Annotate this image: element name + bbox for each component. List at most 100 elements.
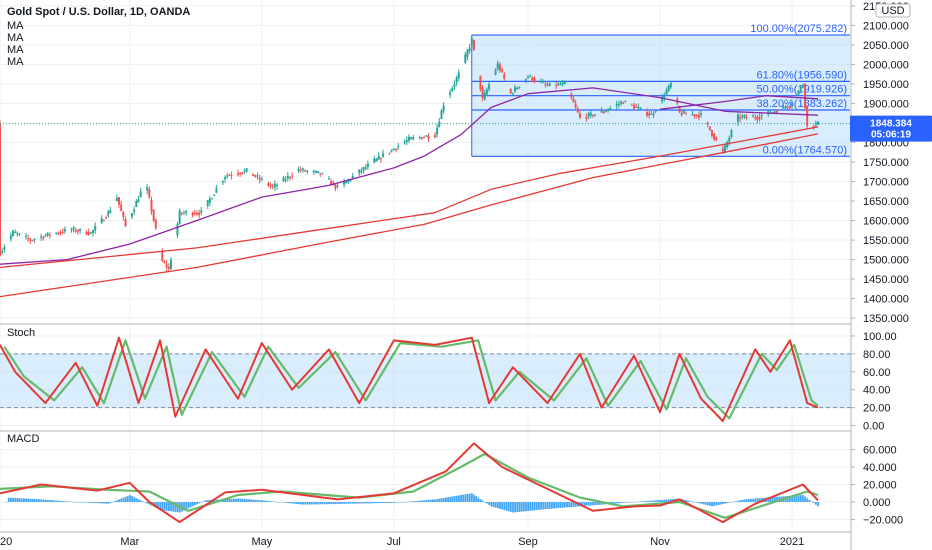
macd-histogram-bar: [144, 502, 146, 503]
candle-body: [468, 47, 471, 52]
candle-body: [684, 113, 687, 115]
macd-histogram-bar: [289, 502, 291, 504]
macd-pane-label[interactable]: MACD: [7, 433, 39, 445]
macd-histogram-bar: [61, 501, 64, 502]
macd-histogram-bar: [507, 502, 510, 512]
macd-histogram-bar: [109, 502, 112, 503]
macd-histogram-bar: [319, 502, 322, 505]
macd-histogram-bar: [815, 502, 817, 505]
candle-body: [9, 235, 12, 240]
candle-body: [330, 180, 333, 185]
macd-histogram-bar: [486, 502, 488, 504]
macd-histogram-bar: [615, 502, 618, 504]
candle-body: [72, 227, 75, 230]
candle-body: [122, 211, 125, 217]
macd-histogram-bar: [40, 499, 43, 502]
indicator-legend-ma-2[interactable]: MA: [7, 32, 24, 44]
macd-histogram-bar: [564, 502, 566, 508]
candle-body: [743, 114, 746, 118]
macd-histogram-bar: [336, 502, 339, 504]
macd-histogram-bar: [375, 502, 378, 504]
fib-level-label: 0.00%(1764.570): [763, 144, 847, 156]
fibonacci-retracement[interactable]: 100.00%(2075.282) 61.80%(1956.590) 50.00%(…: [471, 23, 850, 157]
indicator-legend-ma-1[interactable]: MA: [7, 20, 24, 32]
macd-histogram-bar: [77, 502, 79, 503]
macd-histogram-bar: [118, 499, 121, 502]
candle-body: [40, 236, 43, 238]
macd-signal-line: [0, 452, 819, 519]
stoch-pane-label[interactable]: Stoch: [7, 327, 35, 339]
macd-histogram-bar: [760, 497, 763, 502]
candle-body: [267, 183, 270, 186]
stoch-k-line: [0, 336, 819, 422]
macd-histogram-bar: [10, 497, 12, 502]
macd-histogram-bar: [594, 502, 597, 506]
macd-histogram-bar: [553, 502, 555, 509]
macd-histogram-bar: [269, 501, 272, 502]
macd-histogram-bar: [388, 502, 391, 503]
candle-body: [726, 141, 729, 148]
candle-body: [100, 218, 103, 223]
price-axis[interactable]: 1350.000 1400.000 1450.000 1500.000 1550.000…: [851, 1, 909, 527]
macd-histogram-bar: [53, 500, 56, 502]
candle-body: [557, 83, 560, 85]
macd-histogram-bar: [213, 499, 216, 502]
macd-histogram-bar: [494, 502, 497, 508]
candle-body: [693, 114, 696, 117]
candle-body: [0, 123, 1, 256]
candle-body: [604, 111, 607, 113]
macd-histogram-bar: [343, 502, 346, 504]
macd-histogram-bar: [5, 502, 8, 503]
candle-body: [243, 170, 246, 172]
macd-histogram-bar: [384, 502, 387, 504]
macd-histogram-bar: [304, 502, 307, 505]
candle-body: [678, 105, 681, 113]
candle-body: [585, 117, 588, 119]
macd-histogram-bar: [367, 502, 369, 504]
pane-separators[interactable]: [0, 0, 852, 550]
candle-body: [745, 117, 748, 119]
candle-body: [561, 82, 564, 85]
macd-histogram-bar: [364, 502, 367, 504]
candle-body: [124, 219, 127, 227]
candle-body: [89, 232, 92, 234]
macd-histogram-bar: [466, 493, 469, 502]
macd-histogram-bar: [401, 502, 404, 503]
macd-histogram-bar: [312, 502, 315, 505]
macd-histogram-bar: [172, 502, 175, 512]
indicator-legend-ma-3[interactable]: MA: [7, 44, 24, 56]
macd-histogram-bar: [135, 498, 138, 502]
macd-histogram-bar: [698, 502, 700, 504]
candle-body: [624, 100, 627, 102]
macd-axis-tick-label: −20.000: [863, 515, 903, 527]
candle-body: [46, 232, 49, 236]
macd-histogram-bar: [302, 502, 304, 505]
candle-body: [791, 103, 794, 106]
macd-histogram-bar: [81, 502, 84, 503]
macd-histogram-bar: [715, 502, 718, 506]
macd-histogram-bar: [79, 502, 82, 503]
macd-histogram-bar: [802, 495, 804, 502]
macd-histogram-bar: [64, 501, 66, 502]
macd-histogram-bar: [637, 501, 640, 503]
macd-histogram-bar: [477, 497, 480, 502]
candle-body: [436, 127, 439, 135]
macd-histogram-bar: [161, 502, 164, 511]
macd-histogram-bar: [116, 500, 118, 502]
indicator-legend-ma-4[interactable]: MA: [7, 56, 24, 68]
macd-histogram-bar: [191, 502, 194, 507]
currency-badge[interactable]: [875, 3, 911, 18]
macd-histogram-bar: [670, 499, 672, 502]
macd-histogram-bar: [421, 500, 423, 502]
candle-body: [185, 211, 188, 213]
time-axis[interactable]: 2020 Mar May Jul Sep Nov 2021: [0, 536, 804, 548]
candle-body: [3, 246, 6, 250]
candle-body: [392, 148, 395, 151]
candle-body: [388, 152, 391, 154]
currency-label[interactable]: USD: [881, 5, 904, 17]
macd-histogram-bar: [29, 498, 32, 502]
candle-body: [559, 84, 562, 86]
macd-histogram-bar: [187, 502, 190, 509]
candle-body: [405, 140, 408, 143]
